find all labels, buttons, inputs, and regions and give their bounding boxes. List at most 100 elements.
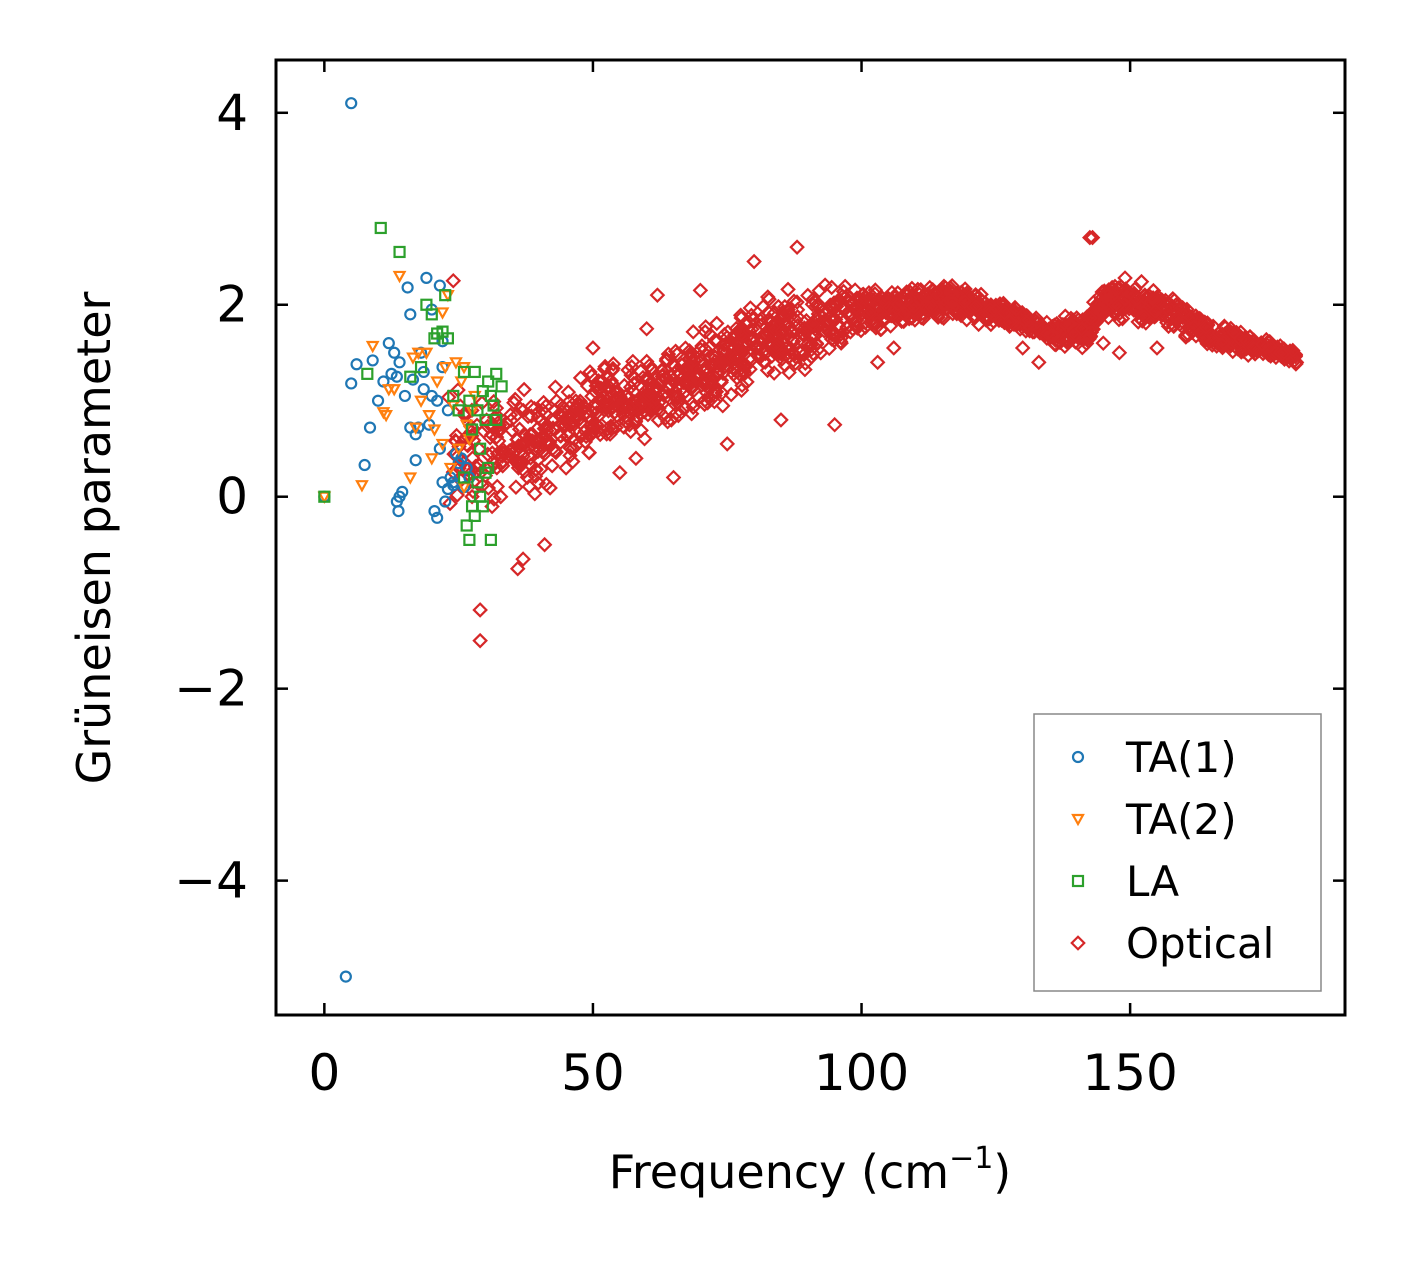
data-point xyxy=(533,437,549,454)
data-point xyxy=(685,324,702,340)
data-point xyxy=(742,300,759,316)
data-point xyxy=(1211,325,1227,341)
legend-marker xyxy=(1071,813,1085,827)
data-point xyxy=(424,453,439,466)
data-point xyxy=(837,278,853,295)
data-point xyxy=(392,270,407,284)
data-point xyxy=(447,479,460,492)
data-point xyxy=(544,457,560,474)
y-tick-label: 4 xyxy=(216,84,248,142)
data-point xyxy=(625,353,641,370)
data-point xyxy=(785,352,802,369)
data-point xyxy=(812,297,828,314)
data-point xyxy=(686,352,702,368)
data-point xyxy=(791,343,808,360)
legend: TA(1) TA(2) LA Optical xyxy=(1033,713,1322,992)
data-point xyxy=(487,399,500,412)
legend-label: LA xyxy=(1126,857,1179,906)
data-point xyxy=(640,370,657,387)
data-point xyxy=(953,307,969,324)
data-point xyxy=(872,304,889,321)
data-point xyxy=(345,377,358,390)
data-point xyxy=(1138,301,1154,318)
data-point xyxy=(428,505,441,518)
data-point xyxy=(612,401,629,417)
data-point xyxy=(1014,340,1031,356)
data-point xyxy=(745,335,762,351)
data-point xyxy=(393,245,406,259)
data-point xyxy=(490,367,503,380)
data-point xyxy=(696,376,713,393)
data-point xyxy=(821,324,837,340)
data-point xyxy=(658,353,675,369)
data-point xyxy=(773,412,789,428)
data-point xyxy=(350,358,363,371)
data-point xyxy=(1030,354,1047,371)
data-point xyxy=(438,362,453,375)
data-point xyxy=(576,398,593,415)
data-point xyxy=(495,417,512,434)
data-point xyxy=(585,340,601,356)
data-point xyxy=(640,406,656,423)
legend-label: TA(2) xyxy=(1125,795,1237,844)
data-point xyxy=(508,479,524,495)
legend-marker xyxy=(1071,874,1085,888)
data-point xyxy=(495,380,508,393)
data-point xyxy=(539,417,556,434)
data-point xyxy=(374,221,387,235)
data-point xyxy=(361,367,374,380)
data-point xyxy=(585,404,601,421)
data-point xyxy=(759,289,776,305)
data-point xyxy=(861,305,878,321)
data-point xyxy=(358,458,371,472)
data-point xyxy=(729,334,746,350)
data-point xyxy=(1084,229,1101,246)
data-point xyxy=(1029,314,1045,331)
data-point xyxy=(1066,323,1082,340)
data-point xyxy=(561,393,577,410)
data-point xyxy=(797,361,813,378)
data-point xyxy=(538,476,555,493)
data-point xyxy=(982,301,998,318)
data-point xyxy=(1185,319,1202,335)
data-point xyxy=(640,380,657,397)
data-point xyxy=(660,380,676,397)
data-point xyxy=(682,375,699,392)
data-point xyxy=(495,453,512,470)
data-point xyxy=(863,315,880,332)
data-point xyxy=(766,365,782,381)
data-point xyxy=(898,284,915,300)
data-point xyxy=(694,338,710,354)
data-point xyxy=(464,450,481,466)
data-point xyxy=(880,290,897,307)
data-point xyxy=(697,323,713,340)
data-point xyxy=(843,307,860,323)
data-point xyxy=(494,448,511,465)
data-point xyxy=(714,356,731,373)
data-point xyxy=(746,253,762,270)
data-point xyxy=(1021,312,1037,328)
data-point xyxy=(1110,280,1127,296)
data-point xyxy=(1111,344,1128,361)
data-point xyxy=(826,416,843,433)
data-point xyxy=(371,394,385,407)
data-point xyxy=(641,357,658,374)
data-point xyxy=(482,461,495,475)
data-point xyxy=(744,321,760,338)
data-point xyxy=(869,354,886,371)
data-point xyxy=(839,287,855,304)
data-point xyxy=(490,433,507,449)
data-point xyxy=(515,402,532,419)
data-point xyxy=(1116,291,1133,307)
data-point xyxy=(620,398,637,415)
data-point xyxy=(578,428,595,445)
data-point xyxy=(1039,325,1056,342)
data-point xyxy=(928,285,944,301)
data-point xyxy=(603,421,620,437)
data-point xyxy=(442,495,458,512)
data-point xyxy=(406,373,420,386)
data-point xyxy=(422,410,436,423)
x-tick-label: 150 xyxy=(1082,1044,1177,1102)
data-point xyxy=(538,398,554,415)
data-point xyxy=(817,306,834,323)
